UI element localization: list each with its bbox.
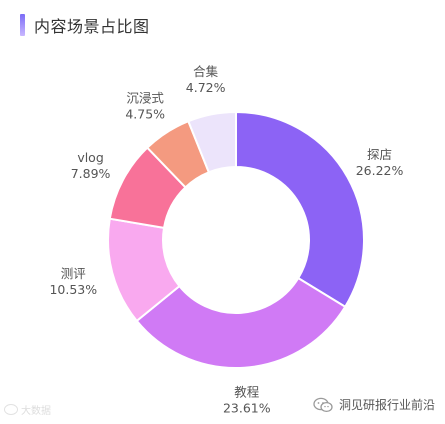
slice-label-name: 测评: [61, 266, 86, 281]
slice-label-value: 26.22%: [356, 163, 404, 178]
watermark-right: 洞见研报行业前沿: [313, 396, 435, 413]
chart-title: 内容场景占比图: [34, 17, 150, 36]
watermark-left: 大数据: [4, 402, 51, 417]
slice-label-name: 沉浸式: [126, 91, 164, 106]
slice-label-value: 7.89%: [71, 166, 111, 181]
watermark-left-text: 大数据: [21, 406, 51, 417]
slice-label-name: 教程: [234, 385, 260, 400]
slice-label-value: 4.72%: [186, 80, 226, 95]
slice-label-value: 10.53%: [49, 282, 97, 297]
title-accent-bar: [20, 14, 25, 36]
wechat-icon: [313, 397, 333, 412]
watermark-right-text: 洞见研报行业前沿: [338, 398, 435, 412]
chart-header: 内容场景占比图: [20, 12, 150, 38]
slice-label-name: vlog: [77, 150, 103, 165]
slice-label-name: 合集: [193, 64, 219, 79]
slice-label-value: 4.75%: [125, 107, 165, 122]
slice-label-name: 探店: [367, 147, 392, 162]
watermark-logo-icon: [4, 404, 18, 415]
slice-label-value: 23.61%: [223, 401, 271, 416]
slice-5: [187, 110, 237, 174]
slice-1: [135, 276, 347, 369]
slice-0: [235, 110, 365, 309]
donut-slices: [107, 110, 365, 369]
